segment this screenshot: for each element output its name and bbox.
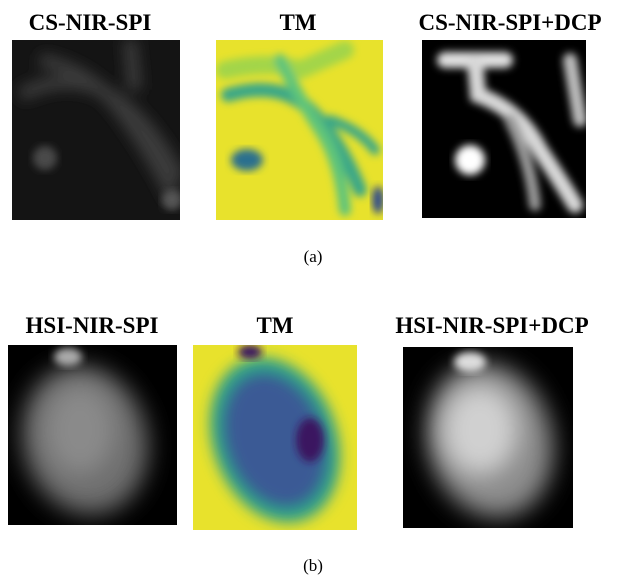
- image: [216, 40, 384, 220]
- panel-label: (a): [304, 247, 323, 266]
- image-title: CS-NIR-SPI+DCP: [418, 10, 601, 35]
- image-title: HSI-NIR-SPI+DCP: [395, 313, 588, 338]
- image: [188, 339, 363, 541]
- image: [403, 347, 573, 531]
- image: [6, 345, 177, 528]
- image-title: TM: [279, 10, 316, 35]
- image: [422, 40, 586, 218]
- image-title: CS-NIR-SPI: [29, 10, 152, 35]
- panel-label: (b): [303, 556, 323, 575]
- image-title: TM: [256, 313, 293, 338]
- figure: CS-NIR-SPI TM CS-NIR-SPI+DCP: [0, 0, 628, 581]
- image-title: HSI-NIR-SPI: [26, 313, 159, 338]
- image: [12, 40, 182, 220]
